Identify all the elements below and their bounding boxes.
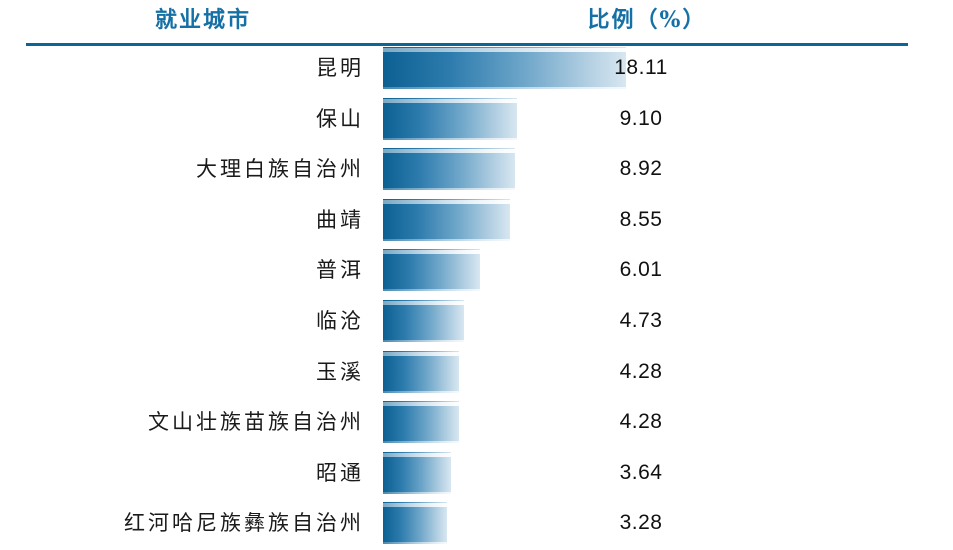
bar xyxy=(383,401,459,444)
bar xyxy=(383,300,464,342)
header-divider-rule xyxy=(26,43,908,46)
column-header-city: 就业城市 xyxy=(154,7,251,33)
bar xyxy=(383,148,515,191)
row-value: 8.55 xyxy=(619,207,663,231)
row-label: 保山 xyxy=(316,106,364,131)
table-row: 红河哈尼族彝族自治州 3.28 xyxy=(0,502,953,545)
row-value: 9.10 xyxy=(619,106,663,130)
row-value: 8.92 xyxy=(619,157,663,181)
row-label: 玉溪 xyxy=(316,359,364,384)
column-header-ratio: 比例（%） xyxy=(587,7,707,33)
row-label: 红河哈尼族彝族自治州 xyxy=(124,511,364,536)
bar xyxy=(383,451,451,494)
row-label: 临沧 xyxy=(316,309,364,333)
row-label: 曲靖 xyxy=(316,207,364,232)
bar xyxy=(383,198,510,241)
row-label: 大理白族自治州 xyxy=(196,157,364,182)
bar xyxy=(383,47,626,89)
table-row: 文山壮族苗族自治州 4.28 xyxy=(0,401,953,444)
row-value: 4.73 xyxy=(619,309,663,332)
bar xyxy=(383,502,447,545)
table-row: 大理白族自治州 8.92 xyxy=(0,148,953,191)
bar xyxy=(383,350,459,393)
row-value: 4.28 xyxy=(619,410,663,434)
row-value: 6.01 xyxy=(619,258,663,282)
table-row: 昭通 3.64 xyxy=(0,451,953,494)
row-label: 普洱 xyxy=(316,258,364,283)
table-row: 临沧 4.73 xyxy=(0,300,953,342)
row-label: 昆明 xyxy=(316,56,364,80)
table-row: 曲靖 8.55 xyxy=(0,198,953,241)
table-row: 保山 9.10 xyxy=(0,97,953,140)
row-value: 3.28 xyxy=(619,511,663,535)
table-row: 昆明 18.11 xyxy=(0,47,953,89)
table-row: 普洱 6.01 xyxy=(0,249,953,292)
bar xyxy=(383,249,480,292)
row-value: 3.64 xyxy=(619,460,663,484)
table-row: 玉溪 4.28 xyxy=(0,350,953,393)
row-value: 4.28 xyxy=(619,359,663,383)
row-label: 文山壮族苗族自治州 xyxy=(148,410,364,435)
row-value: 18.11 xyxy=(614,56,668,79)
row-label: 昭通 xyxy=(316,460,364,485)
bar xyxy=(383,97,517,140)
